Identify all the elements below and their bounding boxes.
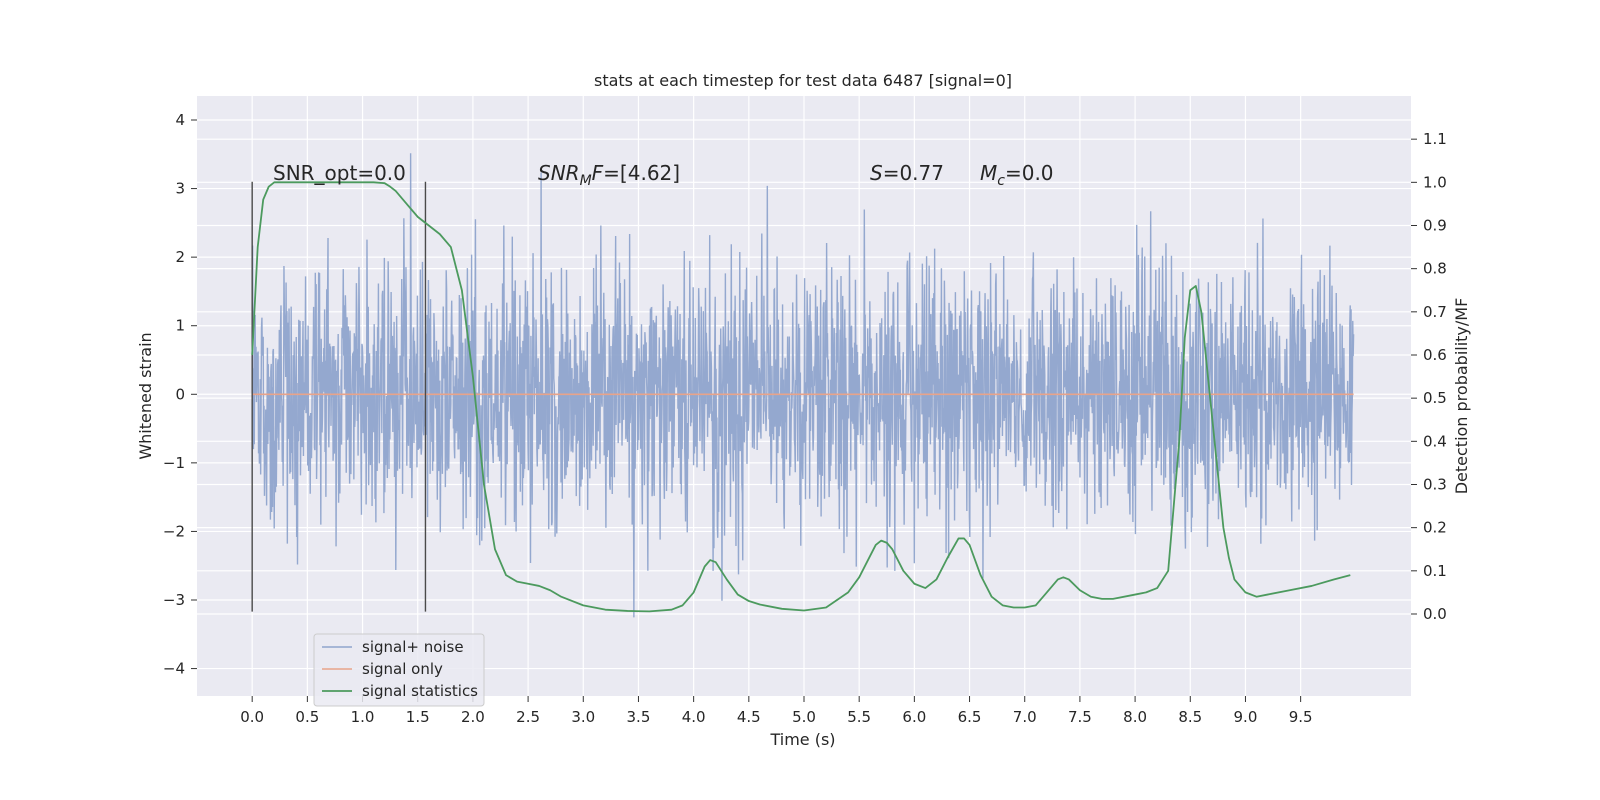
x-tick-label: 5.5 [847, 708, 871, 726]
mc-value: =0.0 [1005, 161, 1054, 185]
y-left-tick-label: 0 [175, 385, 185, 403]
x-tick-label: 0.5 [295, 708, 319, 726]
x-tick-label: 7.0 [1013, 708, 1037, 726]
x-tick-label: 9.0 [1234, 708, 1258, 726]
signal-noise-series [251, 153, 1355, 618]
y-right-tick-label: 0.2 [1423, 519, 1447, 537]
x-tick-label: 6.0 [902, 708, 926, 726]
y-left-tick-label: 3 [175, 180, 185, 198]
legend: signal+ noise signal only signal statist… [313, 633, 485, 707]
y-left-axis-label: Whitened strain [136, 332, 155, 459]
x-tick-label: 6.5 [958, 708, 982, 726]
y-left-tick-label: −2 [163, 522, 185, 540]
y-left-tick-label: 1 [175, 317, 185, 335]
x-tick-label: 1.0 [351, 708, 375, 726]
y-right-tick-label: 1.1 [1423, 130, 1447, 148]
snr-mf-main: SNR [538, 161, 580, 185]
x-tick-label: 3.5 [627, 708, 651, 726]
chart-title: stats at each timestep for test data 648… [594, 71, 1012, 90]
s-label: S [870, 161, 883, 185]
x-axis-ticks: 0.0 0.5 1.0 1.5 2.0 2.5 3.0 3.5 4.0 4.5 5.0 5.5 6.0 6… [240, 696, 1313, 726]
mc-sub: c [997, 173, 1005, 189]
x-tick-label: 0.0 [240, 708, 264, 726]
x-tick-label: 1.5 [406, 708, 430, 726]
x-tick-label: 7.5 [1068, 708, 1092, 726]
y-right-tick-label: 0.6 [1423, 346, 1447, 364]
x-tick-label: 3.0 [571, 708, 595, 726]
y-right-tick-label: 0.4 [1423, 432, 1447, 450]
y-left-tick-label: 4 [175, 111, 185, 129]
x-tick-label: 4.0 [682, 708, 706, 726]
x-tick-label: 2.5 [516, 708, 540, 726]
x-axis-label: Time (s) [769, 730, 835, 749]
y-left-tick-label: −4 [163, 660, 185, 678]
x-tick-label: 8.5 [1178, 708, 1202, 726]
y-right-tick-label: 0.8 [1423, 260, 1447, 278]
y-right-tick-label: 0.0 [1423, 605, 1447, 623]
y-right-tick-label: 1.0 [1423, 173, 1447, 191]
mc-label: M [980, 161, 997, 185]
s-value: =0.77 [883, 161, 944, 185]
annotation-mc: Mc=0.0 [980, 161, 1054, 189]
y-right-axis-ticks: 1.1 1.0 0.9 0.8 0.7 0.6 0.5 0.4 0.3 0.2 0.1 0.0 [1411, 130, 1447, 623]
y-right-tick-label: 0.7 [1423, 303, 1447, 321]
y-right-tick-label: 0.1 [1423, 562, 1447, 580]
annotation-snr-mf: SNRMF=[4.62] [538, 161, 680, 189]
snr-mf-sub: M [580, 173, 592, 189]
x-tick-label: 8.0 [1123, 708, 1147, 726]
x-tick-label: 2.0 [461, 708, 485, 726]
y-right-tick-label: 0.9 [1423, 216, 1447, 234]
y-right-tick-label: 0.3 [1423, 475, 1447, 493]
signal-statistics-series [251, 181, 1351, 613]
legend-box [313, 633, 485, 707]
signal-noise-line [251, 153, 1355, 618]
x-tick-label: 5.0 [792, 708, 816, 726]
x-tick-label: 9.5 [1289, 708, 1313, 726]
signal-statistics-line [251, 181, 1351, 613]
legend-label-signal-noise: signal+ noise [362, 638, 464, 656]
annotation-s: S=0.77 [870, 161, 944, 185]
snr-mf-f: F [592, 161, 604, 185]
y-right-axis-label: Detection probability/MF [1452, 298, 1471, 495]
legend-label-signal-only: signal only [362, 660, 443, 678]
y-left-tick-label: −3 [163, 591, 185, 609]
y-left-tick-label: 2 [175, 248, 185, 266]
snr-mf-value: =[4.62] [603, 161, 680, 185]
legend-label-signal-statistics: signal statistics [362, 682, 478, 700]
y-left-tick-label: −1 [163, 454, 185, 472]
x-tick-label: 4.5 [737, 708, 761, 726]
y-right-tick-label: 0.5 [1423, 389, 1447, 407]
y-left-axis-ticks: 4 3 2 1 0 −1 −2 −3 −4 [163, 111, 197, 678]
vertical-markers [251, 181, 427, 612]
annotation-snr-opt: SNR_opt=0.0 [273, 161, 406, 185]
